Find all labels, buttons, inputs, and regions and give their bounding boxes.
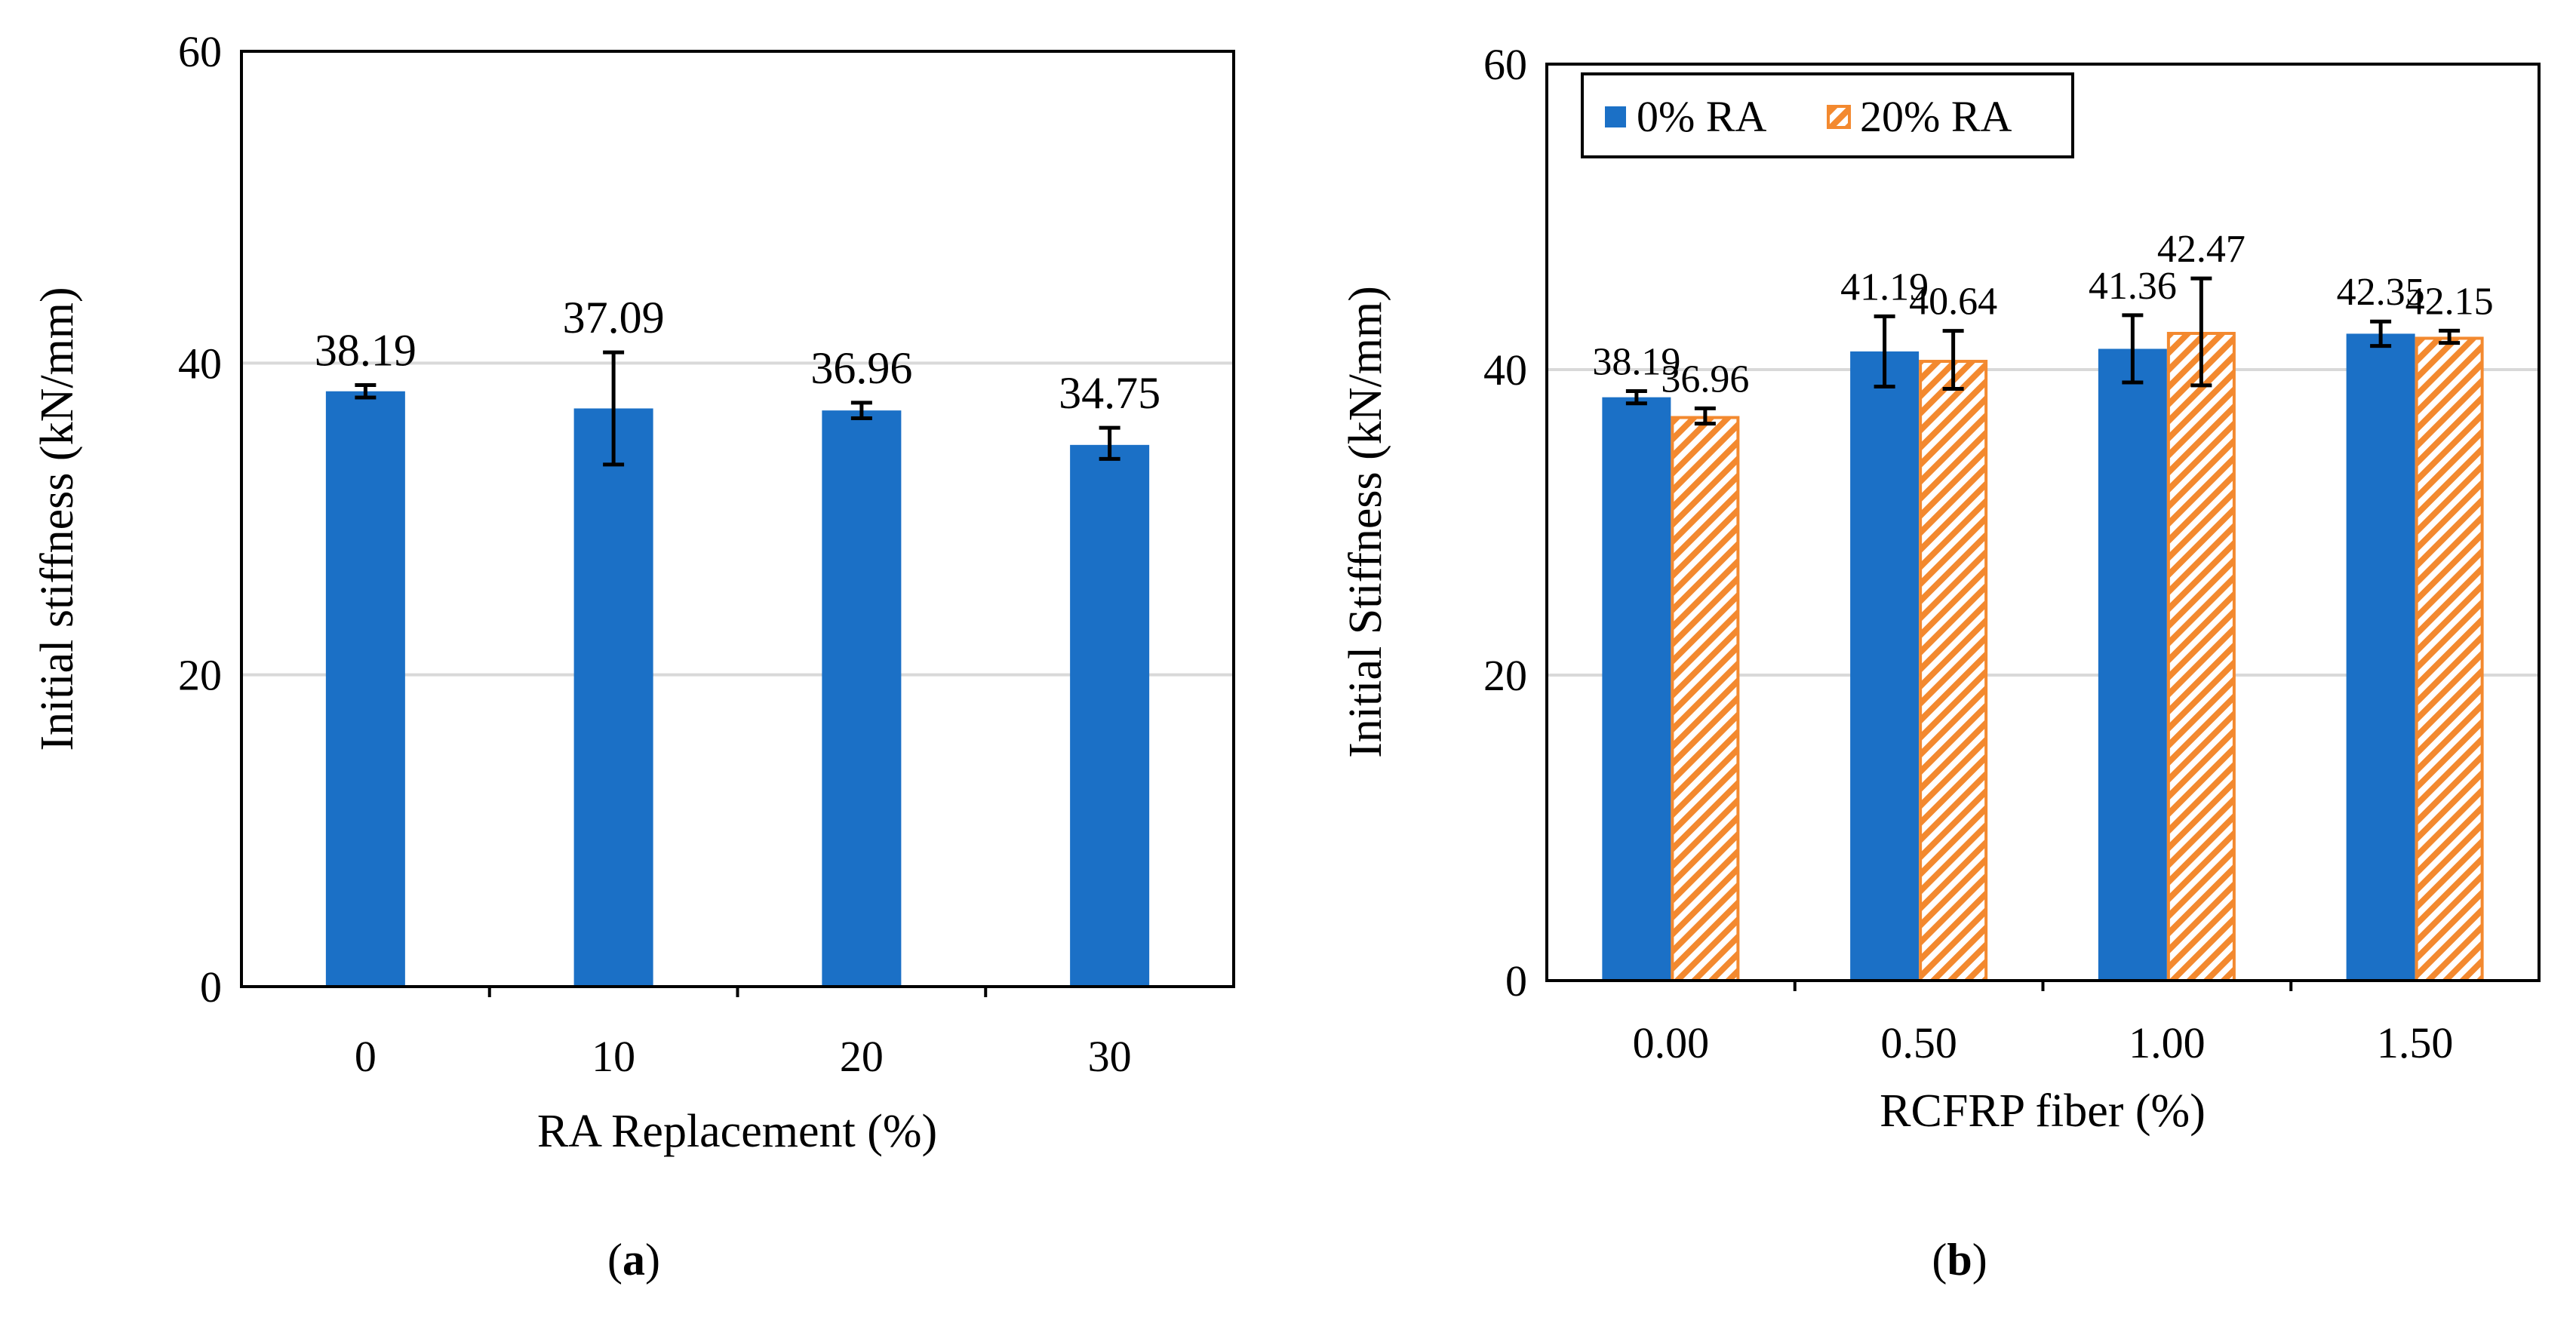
chart-b-caption-letter: b (1947, 1235, 1972, 1285)
x-tick-label-0.50: 0.50 (1880, 1018, 1957, 1067)
legend-label-0: 0% RA (1637, 92, 1767, 141)
chart-a-error-bars (355, 350, 1120, 467)
error-bar (2190, 276, 2212, 388)
bar-30 (1070, 444, 1150, 987)
x-tick-label-30: 30 (1088, 1032, 1132, 1081)
chart-b-y-ticks: 0 20 40 60 (1483, 40, 1527, 1005)
x-tick-label-0.00: 0.00 (1633, 1018, 1710, 1067)
chart-a-caption-letter: a (622, 1235, 645, 1285)
legend-box (1581, 72, 2074, 158)
bar-10 (573, 408, 653, 987)
data-label-37.09: 37.09 (563, 293, 665, 342)
data-label-36.96: 36.96 (810, 343, 912, 393)
data-label-38.19: 38.19 (315, 325, 417, 375)
x-tick-label-1.00: 1.00 (2129, 1018, 2206, 1067)
bar-0 (325, 391, 405, 987)
x-tick-label-20: 20 (840, 1032, 884, 1081)
chart-b-legend: 0% RA 20% RA (1581, 72, 2074, 158)
y-tick-label-0: 0 (200, 962, 222, 1012)
x-tick-label-0: 0 (355, 1032, 377, 1081)
data-label-41.19: 41.19 (1840, 266, 1929, 309)
bar-0ra-1.50 (2346, 333, 2415, 981)
error-bar (2439, 328, 2461, 345)
data-label-42.35: 42.35 (2337, 271, 2425, 314)
legend-swatch-0 (1605, 106, 1626, 127)
data-label-42.15: 42.15 (2405, 280, 2494, 323)
legend-label-1: 20% RA (1860, 92, 2012, 141)
bar-0ra-1.00 (2098, 348, 2167, 981)
error-bar (2122, 313, 2144, 385)
chart-b-data-labels: 38.19 41.19 41.36 42.35 36.96 40.64 42.47 42.15 (1592, 228, 2493, 401)
data-label-34.75: 34.75 (1059, 368, 1160, 418)
y-tick-label-40: 40 (1483, 345, 1527, 394)
legend-swatch-1 (1827, 105, 1851, 129)
error-bar (1942, 329, 1964, 391)
error-bar (1874, 314, 1895, 388)
bar-20 (822, 410, 902, 987)
error-bar (1694, 406, 1716, 426)
error-bar (2370, 319, 2392, 348)
chart-b-x-axis-title: RCFRP fiber (%) (1880, 1085, 2206, 1137)
data-label-41.36: 41.36 (2089, 265, 2177, 308)
chart-b-error-bars (1625, 276, 2461, 426)
bar-20ra-1.00 (2166, 331, 2236, 983)
chart-a-y-ticks: 0 20 40 60 (178, 27, 222, 1012)
chart-a-caption: (a) (607, 1235, 660, 1285)
bar-20ra-0.00 (1671, 416, 1740, 982)
y-tick-label-40: 40 (178, 339, 222, 388)
bar-20ra-0.50 (1919, 360, 1988, 983)
error-bar (850, 401, 872, 420)
chart-panel-b: 38.19 41.19 41.36 42.35 36.96 40.64 42.47 42.15… (1288, 0, 2576, 1317)
chart-b-caption: (b) (1932, 1235, 1987, 1285)
bar-0ra-0.00 (1602, 397, 1671, 981)
chart-a-bars (325, 391, 1150, 987)
chart-b-bars (1602, 331, 2484, 983)
error-bar (603, 350, 625, 467)
error-bar (1625, 389, 1647, 406)
chart-a-x-axis-title: RA Replacement (%) (537, 1106, 937, 1157)
chart-a-y-axis-title: Initial stiffness (kN/mm) (32, 287, 83, 751)
chart-a-svg: 38.19 37.09 36.96 34.75 0 20 40 60 0 10 20 30 Ini… (32, 27, 1235, 1285)
y-tick-label-0: 0 (1505, 956, 1527, 1005)
y-tick-label-60: 60 (1483, 40, 1527, 89)
data-label-36.96: 36.96 (1661, 358, 1749, 401)
x-tick-label-1.50: 1.50 (2377, 1018, 2454, 1067)
bar-20ra-1.50 (2415, 336, 2484, 982)
y-tick-label-60: 60 (178, 27, 222, 76)
y-tick-label-20: 20 (1483, 651, 1527, 700)
chart-a-data-labels: 38.19 37.09 36.96 34.75 (315, 293, 1160, 418)
chart-b-y-axis-title: Initial Stiffness (kN/mm) (1340, 286, 1391, 758)
y-tick-label-20: 20 (178, 651, 222, 700)
chart-b-svg: 38.19 41.19 41.36 42.35 36.96 40.64 42.47 42.15… (1340, 40, 2541, 1285)
chart-a-x-ticks: 0 10 20 30 (355, 987, 1132, 1081)
data-label-38.19: 38.19 (1592, 341, 1680, 384)
chart-b-x-ticks: 0.00 0.50 1.00 1.50 (1633, 981, 2454, 1067)
x-tick-label-10: 10 (592, 1032, 635, 1081)
data-label-42.47: 42.47 (2157, 228, 2246, 271)
error-bar (355, 382, 377, 400)
data-label-40.64: 40.64 (1909, 281, 1997, 324)
error-bar (1099, 425, 1120, 461)
bar-0ra-0.50 (1850, 351, 1920, 981)
chart-a-gridlines (241, 361, 1234, 677)
chart-panel-a: 38.19 37.09 36.96 34.75 0 20 40 60 0 10 20 30 Ini… (32, 27, 1235, 1285)
